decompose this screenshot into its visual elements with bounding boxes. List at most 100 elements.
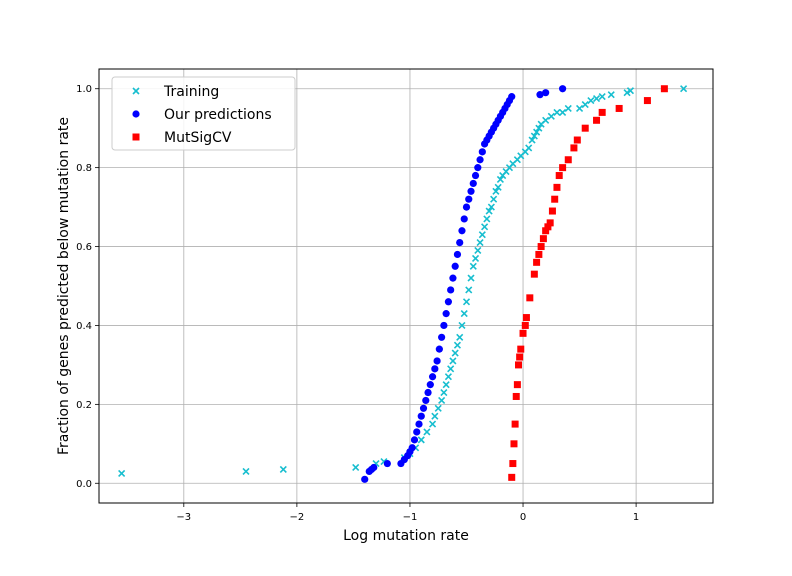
our-predictions-point [424, 388, 432, 397]
mutsigcv-point [551, 195, 559, 203]
mutsigcv-point [570, 144, 578, 152]
training-point [462, 298, 471, 306]
our-predictions-point [361, 475, 369, 483]
plot-marks [118, 85, 688, 483]
training-point [438, 396, 446, 404]
mutsigcv-point [521, 321, 529, 329]
our-predictions-point [413, 428, 421, 436]
training-point [492, 187, 500, 195]
mutsigcv-point [535, 250, 543, 258]
training-point [431, 412, 439, 420]
mutsigcv-point [539, 235, 547, 243]
our-predictions-point [417, 412, 425, 420]
our-predictions-point [476, 156, 484, 164]
our-predictions-point [435, 345, 443, 353]
training-point [476, 239, 484, 247]
training-point [453, 341, 462, 349]
our-predictions-point [474, 164, 482, 172]
mutsigcv-point [533, 258, 541, 266]
training-point [553, 108, 561, 116]
mutsigcv-point [598, 108, 606, 116]
training-point [680, 85, 688, 93]
our-predictions-point [422, 396, 430, 405]
x-tick-label: 1 [633, 512, 639, 523]
training-point [535, 124, 543, 132]
x-tick-label: 0 [520, 512, 526, 523]
mutsigcv-point [519, 329, 527, 337]
mutsigcv-point [510, 440, 518, 448]
training-point [483, 215, 491, 223]
axes: −3 −2 −1 0 1 0.0 0.2 0.4 0.6 0.8 1.0 [76, 84, 639, 523]
training-point [533, 128, 541, 136]
training-point [440, 388, 448, 397]
y-tick-label: 0.8 [76, 163, 92, 174]
training-point [417, 436, 425, 444]
training-point [460, 310, 468, 318]
legend-label: Training [163, 84, 219, 100]
mutsigcv-point [553, 183, 561, 191]
our-predictions-point [438, 333, 446, 341]
training-point [474, 246, 482, 255]
training-point [458, 321, 466, 330]
mutsigcv-point [513, 381, 521, 389]
our-predictions-point [431, 365, 439, 373]
our-predictions-point [559, 85, 567, 93]
training-point [449, 357, 457, 365]
training-point [429, 420, 437, 428]
x-tick-label: −3 [176, 512, 191, 523]
mutsigcv-point [581, 124, 589, 132]
mutsigcv-point [508, 473, 516, 481]
training-point [598, 93, 606, 101]
training-point [592, 95, 601, 103]
mutsigcv-point [564, 156, 572, 164]
training-point [490, 195, 498, 203]
training-point [456, 333, 464, 341]
our-predictions-point [428, 373, 437, 381]
training-point [465, 286, 473, 294]
y-tick-label: 0.6 [76, 242, 92, 253]
legend: Training Our predictions MutSigCV [111, 76, 296, 151]
training-point [447, 365, 455, 373]
our-predictions-point [449, 274, 457, 282]
training-point [423, 428, 431, 436]
training-point [469, 262, 477, 270]
grid [99, 69, 713, 503]
training-point [542, 116, 550, 124]
legend-marker [132, 133, 140, 141]
our-predictions-point [433, 357, 441, 365]
y-tick-label: 1.0 [76, 84, 92, 95]
our-predictions-point [453, 250, 462, 259]
y-tick-label: 0.2 [76, 400, 92, 411]
training-point [530, 132, 538, 140]
series-training [118, 85, 688, 477]
mutsigcv-point [509, 460, 517, 468]
our-predictions-point [542, 89, 550, 97]
training-point [242, 467, 250, 476]
mutsigcv-point [537, 243, 545, 251]
our-predictions-point [440, 321, 448, 330]
mutsigcv-point [526, 294, 534, 302]
our-predictions-point [471, 171, 480, 180]
training-point [494, 183, 502, 191]
training-point [478, 231, 486, 239]
our-predictions-point [426, 381, 434, 389]
our-predictions-point [478, 148, 486, 156]
training-point [434, 404, 442, 412]
mutsigcv-point [515, 361, 523, 369]
mutsigcv-point [546, 219, 554, 227]
mutsigcv-point [615, 104, 623, 112]
training-point [587, 96, 595, 105]
series-mutsigcv [508, 85, 668, 481]
our-predictions-point [383, 459, 391, 468]
y-tick-label: 0.0 [76, 479, 92, 490]
our-predictions-point [458, 227, 466, 235]
training-point [626, 87, 635, 95]
plot-frame [98, 68, 714, 504]
training-point [352, 463, 360, 472]
legend-marker [132, 110, 140, 118]
mutsigcv-point [512, 392, 520, 400]
mutsigcv-point [555, 172, 563, 180]
training-point [467, 274, 475, 282]
mutsigcv-point [542, 227, 550, 235]
mutsigcv-point [643, 97, 651, 105]
